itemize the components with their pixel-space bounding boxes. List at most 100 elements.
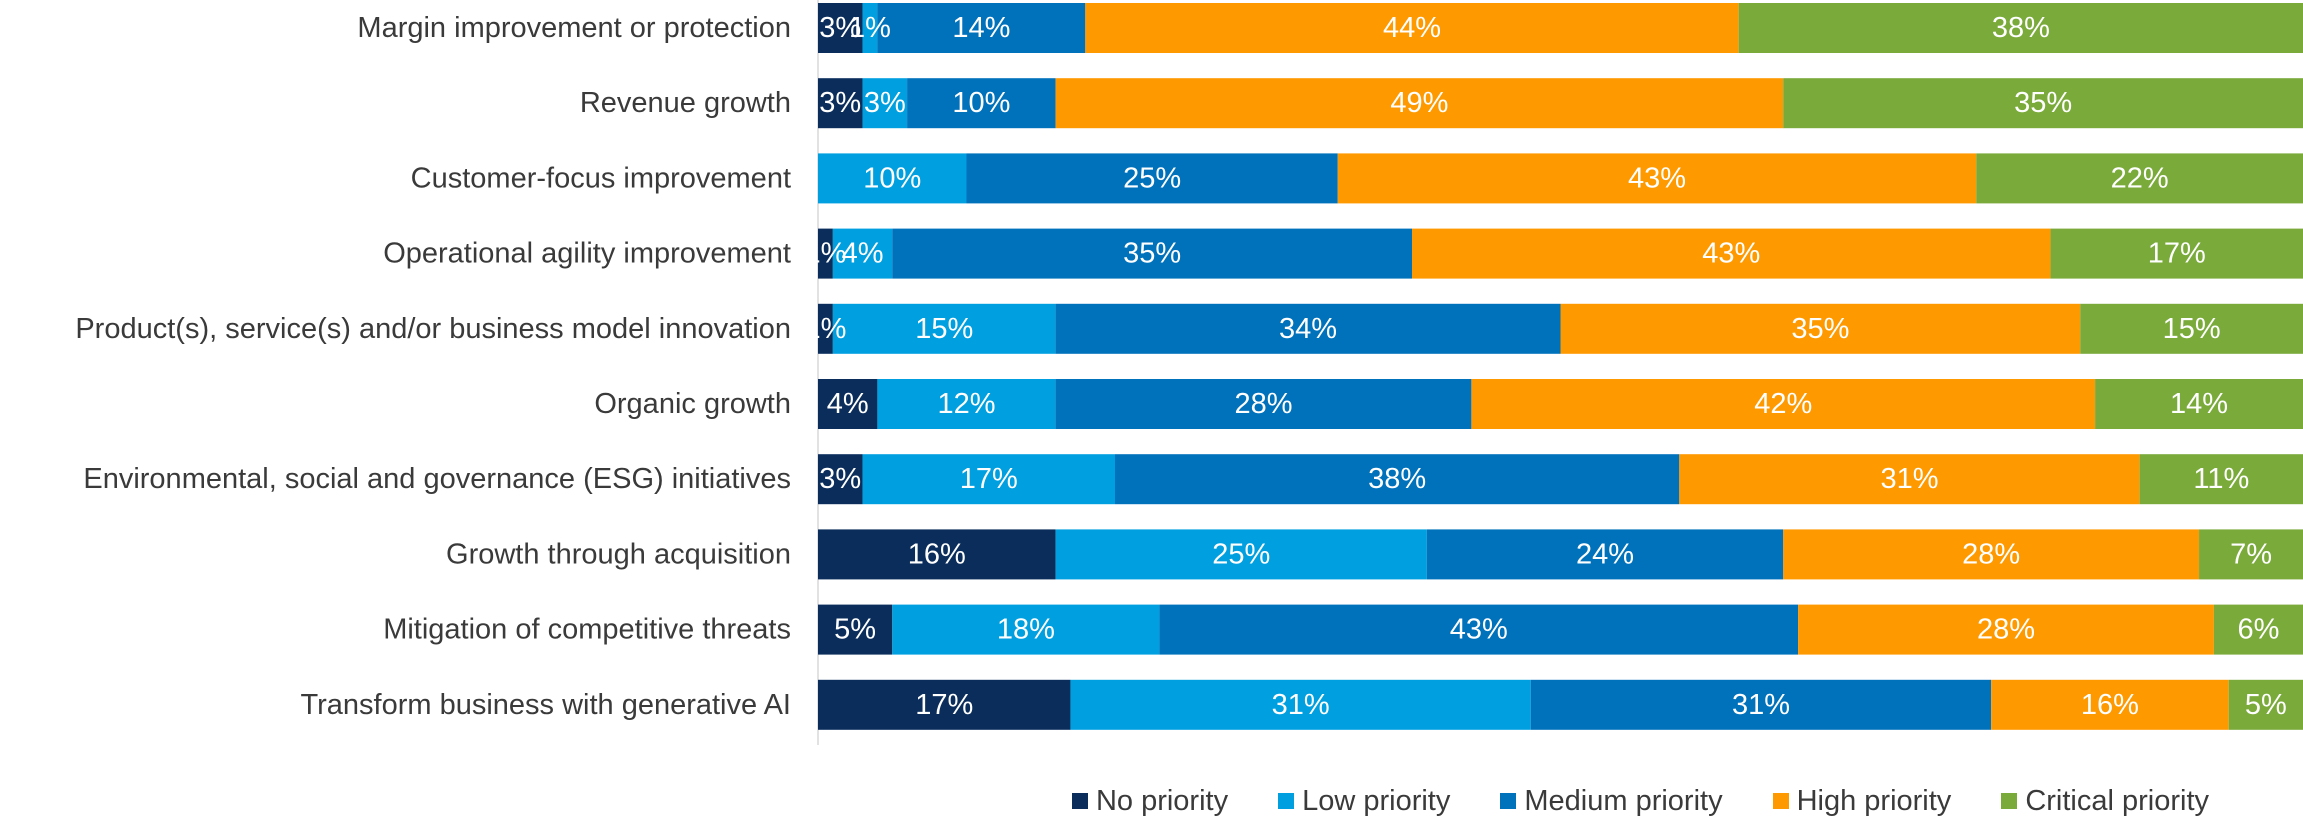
bar-segment	[818, 303, 833, 354]
data-label: 16%	[908, 538, 966, 570]
data-label: 16%	[2081, 689, 2139, 721]
data-label: 12%	[937, 388, 995, 420]
legend-item: Critical priority	[2001, 785, 2209, 818]
data-label: 4%	[842, 238, 884, 270]
data-label: 24%	[1576, 538, 1634, 570]
data-label: 31%	[1732, 689, 1790, 721]
data-label: 28%	[1234, 388, 1292, 420]
bar-segment	[1783, 529, 2200, 580]
bar-segment	[818, 379, 878, 429]
data-label: 18%	[997, 614, 1055, 646]
data-label: 6%	[2237, 614, 2279, 646]
data-label: 11%	[2193, 463, 2249, 495]
legend-item: Low priority	[1278, 785, 1450, 818]
data-label: 28%	[1977, 614, 2035, 646]
bar-segment	[818, 78, 863, 129]
category-label: Transform business with generative AI	[300, 689, 791, 721]
bar-segment	[1798, 604, 2214, 655]
bar-segment	[818, 529, 1056, 580]
data-label: 5%	[834, 614, 876, 646]
bar-segment	[1991, 679, 2229, 730]
legend-swatch	[1500, 793, 1517, 809]
legend-swatch	[1772, 793, 1789, 809]
data-label: 35%	[1123, 238, 1181, 270]
legend-swatch	[2001, 793, 2018, 809]
legend-label: Low priority	[1302, 784, 1451, 817]
data-label: 17%	[915, 689, 973, 721]
data-label: 28%	[1962, 538, 2020, 570]
bar-segment	[1976, 153, 2303, 204]
data-label: 17%	[960, 463, 1018, 495]
data-label: 42%	[1754, 388, 1812, 420]
bar-segment	[818, 454, 863, 505]
data-label: 10%	[952, 87, 1010, 119]
bar-segment	[1337, 153, 1977, 204]
bar-segment	[818, 228, 833, 279]
bar-segment	[1055, 379, 1472, 429]
bar-segment	[1530, 679, 1992, 730]
chart-legend: No priority Low priority Medium priority Hi…	[0, 781, 2303, 821]
legend-swatch	[1071, 793, 1088, 809]
bar-segment	[862, 3, 878, 53]
bar-segment	[2199, 529, 2303, 580]
category-label: Organic growth	[594, 388, 791, 420]
data-label: 15%	[915, 313, 973, 345]
data-label: 31%	[1272, 689, 1330, 721]
data-label: 25%	[1212, 538, 1270, 570]
data-label: 3%	[819, 87, 861, 119]
legend-label: No priority	[1095, 784, 1229, 817]
legend-swatch	[1278, 793, 1295, 809]
data-label: 34%	[1279, 313, 1337, 345]
data-label: 22%	[2111, 162, 2169, 194]
bar-segment	[832, 303, 1056, 354]
bar-segment	[1085, 3, 1739, 53]
bar-segment	[1738, 3, 2303, 53]
bar-segment	[1783, 78, 2303, 129]
data-label: 7%	[2230, 538, 2272, 570]
data-label: 31%	[1880, 463, 1938, 495]
category-label: Growth through acquisition	[446, 538, 791, 570]
legend-label: High priority	[1796, 784, 1952, 817]
bar-segment	[2139, 454, 2303, 505]
bar-segment	[818, 3, 863, 53]
data-label: 14%	[2170, 388, 2228, 420]
bar-segment	[1426, 529, 1784, 580]
category-label: Product(s), service(s) and/or business m…	[75, 313, 791, 345]
category-label: Margin improvement or protection	[357, 12, 791, 44]
data-label: 10%	[863, 162, 921, 194]
bar-segment	[818, 604, 893, 655]
bar-segment	[1471, 379, 2096, 429]
bar-segment	[1115, 454, 1680, 505]
bar-segment	[966, 153, 1338, 204]
legend-item: High priority	[1772, 784, 1952, 818]
category-label: Revenue growth	[580, 87, 791, 119]
bar-segment	[2080, 303, 2303, 354]
bar-segment	[892, 604, 1160, 655]
bar-segment	[1159, 604, 1799, 655]
data-label: 1%	[804, 238, 846, 270]
bar-segment	[877, 3, 1086, 53]
data-label: 35%	[2014, 87, 2072, 119]
data-label: 43%	[1628, 162, 1686, 194]
legend-item: Medium priority	[1500, 785, 1723, 818]
bar-segment	[1055, 78, 1784, 129]
data-label: 43%	[1702, 238, 1760, 270]
data-label: 14%	[952, 12, 1010, 44]
data-label: 3%	[864, 87, 906, 119]
bar-segment	[1055, 303, 1561, 354]
category-label: Environmental, social and governance (ES…	[83, 463, 791, 495]
bar-segment	[1070, 679, 1531, 730]
data-label: 4%	[827, 388, 869, 420]
chart-plot: Margin improvement or protection Revenue …	[75, 0, 2303, 745]
bar-segment	[862, 78, 908, 129]
bar-segment	[877, 379, 1056, 429]
data-label: 5%	[2245, 689, 2287, 721]
bar-segment	[2095, 379, 2303, 429]
data-label: 38%	[1368, 463, 1426, 495]
bar-segment	[862, 454, 1115, 505]
bar-segment	[907, 78, 1056, 129]
data-label: 1%	[804, 313, 846, 345]
bar-segment	[818, 679, 1071, 730]
bar-segment	[818, 153, 967, 204]
